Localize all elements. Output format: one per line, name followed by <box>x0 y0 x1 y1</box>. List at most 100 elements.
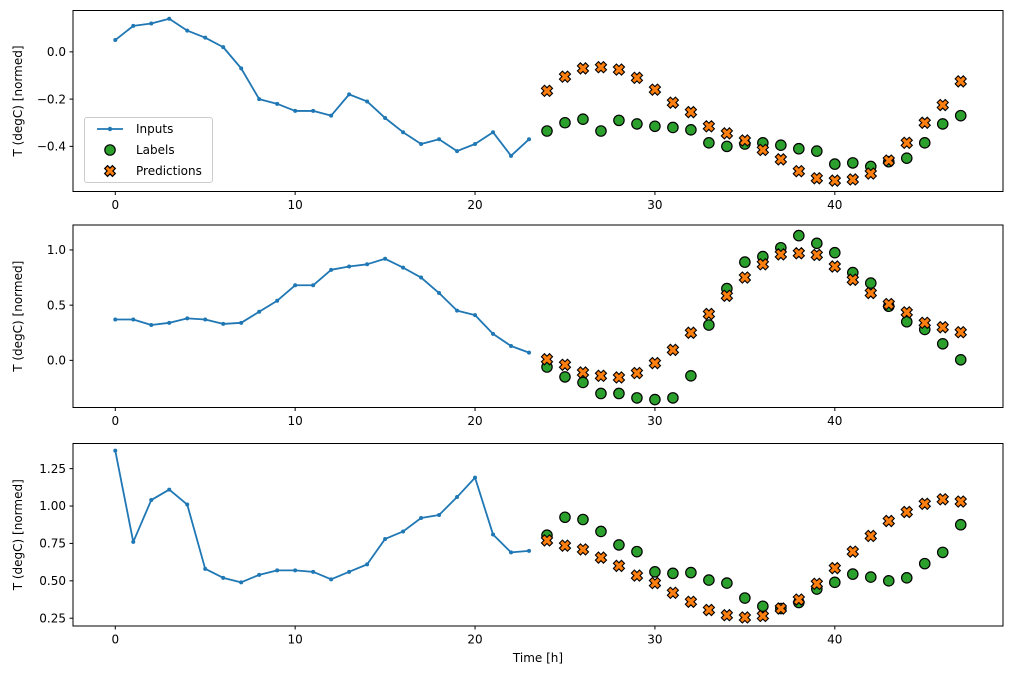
inputs-point <box>401 130 406 135</box>
inputs-line <box>114 17 530 157</box>
inputs-point <box>257 572 262 577</box>
prediction-point <box>576 543 590 556</box>
inputs-point <box>311 108 316 113</box>
prediction-point <box>684 595 698 609</box>
inputs-point <box>275 568 280 573</box>
label-point <box>685 124 697 136</box>
prediction-point <box>792 164 806 178</box>
prediction-point <box>666 343 680 357</box>
legend-item-inputs: Inputs <box>95 118 212 139</box>
predictions-x-icon <box>95 164 125 178</box>
prediction-point <box>810 171 824 185</box>
inputs-point <box>185 316 190 321</box>
inputs-point <box>293 108 298 113</box>
x-tick-label: 10 <box>288 633 303 647</box>
inputs-point <box>401 529 406 534</box>
x-tick-label: 0 <box>111 633 119 647</box>
inputs-point <box>185 502 190 507</box>
prediction-point <box>540 84 554 98</box>
label-point <box>846 157 859 169</box>
label-point <box>936 546 949 559</box>
prediction-point <box>792 246 806 260</box>
prediction-point <box>954 495 968 508</box>
label-point <box>577 513 589 526</box>
prediction-point <box>540 352 554 366</box>
prediction-point <box>774 153 788 166</box>
inputs-point <box>383 256 388 261</box>
inputs-point <box>347 264 352 269</box>
legend-label-inputs: Inputs <box>136 121 174 136</box>
axes-spines <box>72 10 1004 192</box>
prediction-point <box>864 167 878 180</box>
prediction-point <box>954 75 968 88</box>
inputs-point <box>455 149 460 154</box>
axes-spines <box>72 443 1004 627</box>
x-axis-ticks: 0 10 20 30 40 <box>111 191 842 212</box>
inputs-point <box>113 448 118 453</box>
x-tick-label: 20 <box>467 198 482 212</box>
prediction-point <box>612 63 626 76</box>
inputs-point <box>203 566 208 571</box>
subplot-3: 0 10 20 30 40 1.25 1.00 0.75 0.50 0.25 T (degC) [n… <box>11 443 1004 647</box>
prediction-point <box>756 609 770 623</box>
y-tick-label: 0.0 <box>47 45 66 59</box>
x-tick-label: 0 <box>111 414 119 428</box>
inputs-point <box>275 101 280 106</box>
x-tick-label: 30 <box>647 198 662 212</box>
legend: Inputs Labels Predictions <box>84 117 213 183</box>
inputs-point <box>329 267 334 272</box>
axes-spines <box>72 224 1004 408</box>
prediction-point <box>900 306 914 319</box>
inputs-point <box>311 569 316 574</box>
label-point <box>882 575 895 587</box>
y-axis-label: T (degC) [normed] <box>11 261 25 373</box>
prediction-point <box>558 70 572 83</box>
prediction-point <box>810 577 824 591</box>
x-tick-label: 30 <box>647 633 662 647</box>
label-point <box>685 370 697 382</box>
label-point <box>703 319 715 331</box>
prediction-point <box>648 83 662 96</box>
prediction-point <box>900 136 914 150</box>
x-axis-label: Time [h] <box>512 651 563 665</box>
label-point <box>541 125 553 137</box>
prediction-point <box>792 593 806 606</box>
inputs-point <box>293 568 298 573</box>
labels-series <box>541 229 967 406</box>
prediction-point <box>720 289 734 303</box>
predictions-series <box>540 492 968 624</box>
inputs-point <box>509 344 514 348</box>
inputs-point <box>437 137 442 142</box>
inputs-point <box>365 262 370 267</box>
prediction-point <box>882 514 896 528</box>
y-tick-label: −0.2 <box>37 92 66 106</box>
inputs-point <box>437 291 442 296</box>
label-point <box>685 566 697 579</box>
predictions-series <box>540 246 968 384</box>
prediction-point <box>918 497 932 511</box>
label-point <box>631 118 643 130</box>
prediction-point <box>774 248 788 261</box>
inputs-point <box>167 487 172 492</box>
inputs-point <box>509 153 514 158</box>
inputs-point <box>113 317 118 322</box>
inputs-point <box>149 21 154 26</box>
label-point <box>559 511 571 524</box>
inputs-line <box>115 257 530 354</box>
inputs-point <box>329 577 334 582</box>
y-tick-label: 0.25 <box>39 611 66 625</box>
legend-item-labels: Labels <box>95 139 212 160</box>
inputs-point <box>527 548 532 553</box>
legend-label-labels: Labels <box>136 142 175 157</box>
label-point <box>721 577 733 589</box>
label-point <box>613 387 625 400</box>
prediction-point <box>558 539 572 552</box>
x-tick-label: 20 <box>467 633 482 647</box>
label-point <box>559 116 571 129</box>
x-tick-label: 30 <box>647 414 662 428</box>
y-tick-label: 0.0 <box>47 354 66 368</box>
inputs-point <box>221 321 226 326</box>
prediction-point <box>540 534 554 547</box>
y-tick-label: 1.25 <box>39 462 66 476</box>
y-tick-label: 1.00 <box>39 499 66 513</box>
